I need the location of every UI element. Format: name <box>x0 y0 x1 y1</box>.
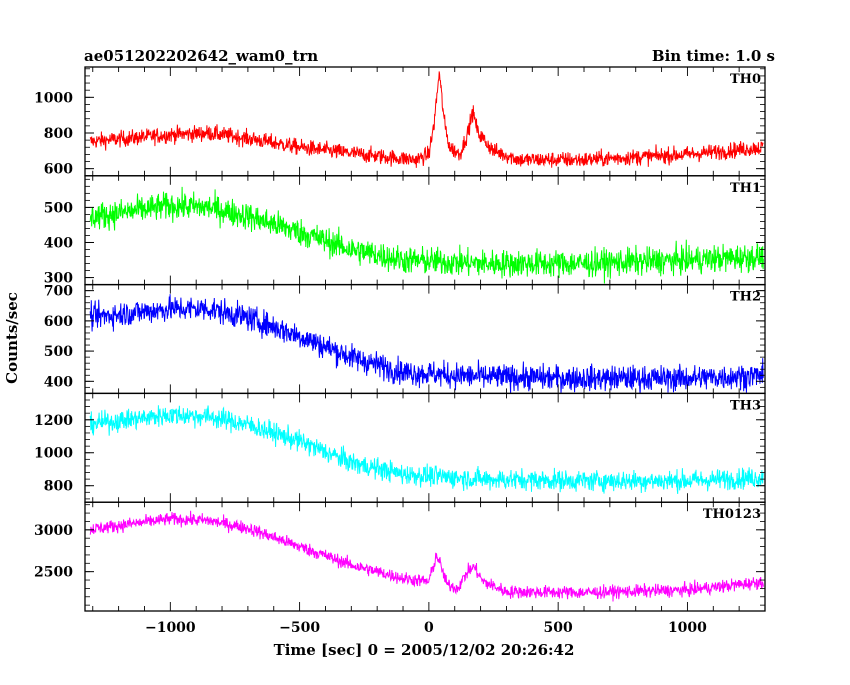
panel-label-th0123: TH0123 <box>703 507 761 522</box>
x-tick-label: −500 <box>279 620 320 636</box>
y-axis-label: Counts/sec <box>3 292 21 384</box>
panel-th0: TH0 600 800 1000 <box>34 66 766 178</box>
series-line-th0123 <box>89 510 764 602</box>
series-line-th0 <box>89 71 764 168</box>
x-axis-label: Time [sec] 0 = 2005/12/02 20:26:42 <box>274 641 575 659</box>
x-tick-label: −1000 <box>145 620 196 636</box>
y-tick-label: 1200 <box>34 413 73 429</box>
y-tick-label: 600 <box>44 314 73 330</box>
series-line-th2 <box>89 294 764 394</box>
y-tick-label: 800 <box>44 479 73 495</box>
y-tick-label: 1000 <box>34 90 73 106</box>
panel-th3: TH3 800 1000 1200 <box>34 392 766 503</box>
series-line-th1 <box>89 186 764 284</box>
y-tick-label: 2500 <box>34 565 73 581</box>
y-tick-label: 3000 <box>34 523 73 539</box>
panel-frame <box>84 501 766 612</box>
panel-label-th3: TH3 <box>730 398 761 413</box>
bin-time-label: Bin time: 1.0 s <box>652 47 775 65</box>
panel-th0123: TH0123 2500 3000 <box>34 501 766 612</box>
panels-layer: TH0 600 800 1000 TH1 300 400 500 TH2 400 500 600 700… <box>34 66 766 636</box>
x-tick-label: 0 <box>424 620 434 636</box>
y-tick-label: 500 <box>44 344 73 360</box>
panel-frame <box>84 66 766 177</box>
x-tick-label: 500 <box>544 620 573 636</box>
chart-title: ae051202202642_wam0_trn <box>84 47 318 65</box>
y-tick-label: 400 <box>44 235 73 251</box>
y-tick-label: 500 <box>44 200 73 216</box>
y-tick-label: 300 <box>44 271 73 287</box>
panel-th1: TH1 300 400 500 <box>44 175 766 287</box>
panel-label-th2: TH2 <box>730 290 761 305</box>
panel-th2: TH2 400 500 600 700 <box>44 284 766 395</box>
panel-label-th1: TH1 <box>730 181 761 196</box>
y-tick-label: 600 <box>44 162 73 178</box>
series-line-th3 <box>89 405 764 494</box>
y-tick-label: 1000 <box>34 446 73 462</box>
y-tick-label: 700 <box>44 284 73 300</box>
y-tick-label: 400 <box>44 374 73 390</box>
panel-label-th0: TH0 <box>730 72 761 87</box>
y-tick-label: 800 <box>44 126 73 142</box>
x-tick-label: 1000 <box>668 620 707 636</box>
